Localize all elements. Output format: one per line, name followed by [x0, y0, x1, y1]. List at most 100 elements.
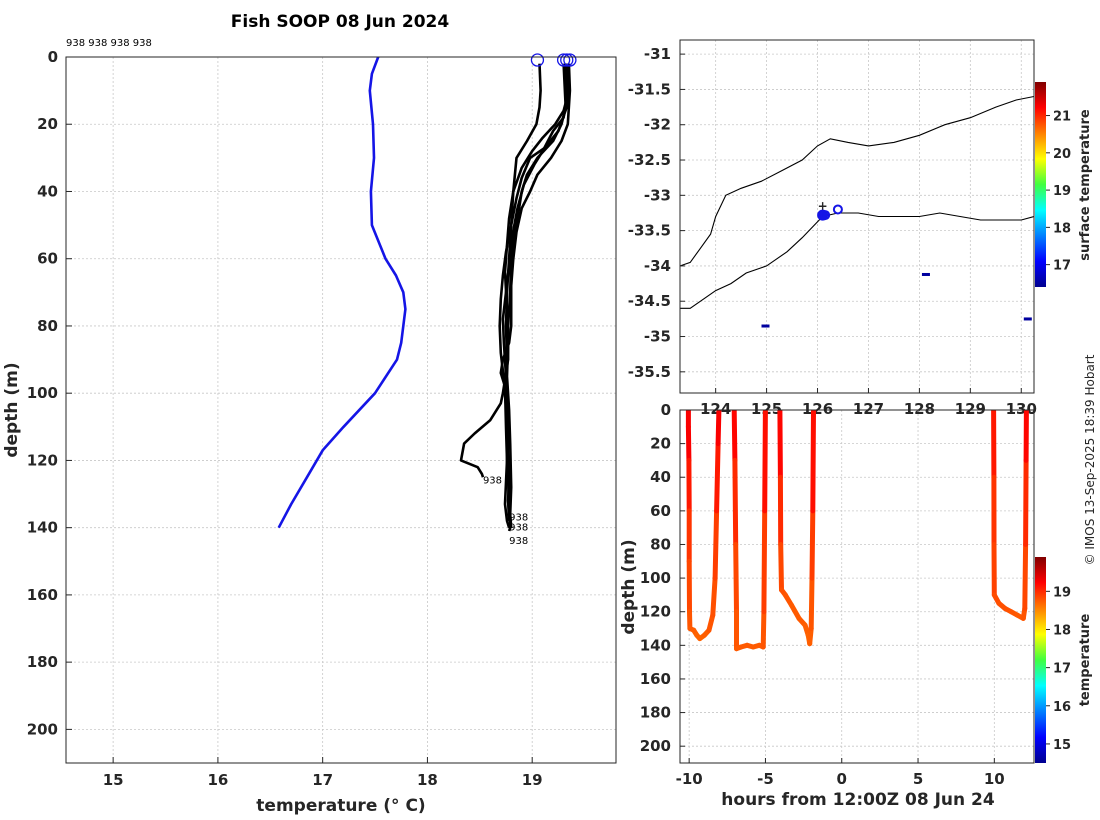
- profile-y-tick-label: 120: [27, 451, 58, 469]
- time-depth-y-tick-label: 100: [640, 569, 671, 587]
- time-depth-y-tick-label: 200: [640, 737, 671, 755]
- map-y-tick-label: -33: [644, 186, 671, 204]
- time-depth-cast-3-segment: [808, 575, 815, 631]
- map-start-marker: [817, 209, 829, 221]
- profile-start-marker: [560, 53, 574, 67]
- time-depth-casts: [685, 410, 1029, 652]
- profile-ticks: 15 16 17 18 19 0 20 40 60 80 100 120 140 160 180 200: [27, 48, 543, 789]
- map-grid: [680, 40, 1034, 393]
- time-depth-cast-3-segment: [810, 410, 816, 514]
- map-y-tick-label: -35: [644, 328, 671, 346]
- time-depth-cast-1-segment: [706, 612, 716, 633]
- time-depth-cast-1-segment: [710, 575, 718, 618]
- map-contour-north: [680, 95, 1034, 267]
- map-y-tick-label: -31: [644, 45, 671, 63]
- time-depth-colorbar: [1035, 557, 1046, 763]
- map-x-tick-label: 128: [904, 400, 935, 418]
- time-depth-colorbar-tick-label: 15: [1053, 738, 1071, 753]
- time-depth-y-tick-label: 0: [661, 401, 671, 419]
- time-depth-cast-4-segment: [1022, 542, 1029, 611]
- time-depth-cast-1-segment: [715, 410, 722, 447]
- profile-x-tick-label: 19: [522, 771, 543, 789]
- map-contour-south: [680, 212, 1034, 309]
- profile-x-tick-label: 17: [312, 771, 333, 789]
- time-depth-cast-2-segment: [731, 410, 738, 463]
- time-depth-cast-3-segment: [807, 626, 814, 647]
- credit-text: © IMOS 13-Sep-2025 18:39 Hobart: [1083, 354, 1097, 565]
- map-x-tick-label: 126: [802, 400, 833, 418]
- time-depth-x-tick-label: 0: [837, 770, 847, 788]
- time-depth-colorbar-tick-label: 16: [1053, 700, 1071, 715]
- profile-series: [277, 56, 572, 532]
- map-colorbar-tick-label: 18: [1053, 221, 1071, 236]
- time-depth-cast-3-segment: [809, 508, 816, 581]
- profile-start-marker: [556, 53, 571, 67]
- map-ship-track-marker: +: [818, 199, 828, 213]
- time-depth-colorbar-tick-label: 17: [1053, 662, 1071, 677]
- profile-frame: [65, 56, 617, 764]
- map-colorbar-tick-label: 17: [1053, 259, 1071, 274]
- time-depth-colorbar-tick-label: 18: [1053, 623, 1071, 638]
- time-depth-x-tick-label: -10: [676, 770, 703, 788]
- time-depth-x-tick-label: 5: [913, 770, 923, 788]
- time-depth-y-tick-label: 180: [640, 704, 671, 722]
- profile-x-label: temperature (° C): [256, 796, 425, 816]
- map-x-tick-label: 127: [853, 400, 884, 418]
- map-x-tick-label: 129: [955, 400, 986, 418]
- time-depth-cast-2-segment: [762, 410, 768, 514]
- profile-y-tick-label: 0: [48, 48, 58, 66]
- time-depth-x-tick-label: -5: [757, 770, 774, 788]
- profile-x-tick-label: 18: [417, 771, 438, 789]
- time-depth-cast-3-segment: [777, 410, 783, 480]
- profile-top-labels: 938 938 938 938: [66, 38, 152, 49]
- time-depth-cast-3-segment: [788, 602, 802, 621]
- map-colorbar-ticks: 17 18 19 20 21: [1046, 110, 1071, 274]
- time-depth-colorbar-label: temperature: [1078, 614, 1093, 707]
- profile-y-tick-label: 160: [27, 586, 58, 604]
- time-depth-cast-4-segment: [1023, 457, 1029, 547]
- time-depth-cast-1-segment: [714, 441, 721, 514]
- profile-series-line-3: [459, 63, 567, 478]
- map-station-marker: [820, 210, 831, 221]
- map-temperature-patch: [761, 324, 770, 328]
- map-y-tick-label: -33.5: [628, 222, 671, 240]
- profile-end-label: 938: [483, 476, 502, 487]
- map-colorbar-label: surface temperature: [1078, 109, 1093, 261]
- map-frame: [679, 39, 1035, 394]
- profile-y-tick-label: 80: [37, 317, 58, 335]
- time-depth-y-tick-label: 80: [650, 535, 671, 553]
- profile-x-tick-label: 15: [103, 771, 124, 789]
- map-x-tick-label: 130: [1006, 400, 1037, 418]
- profile-end-label: 938: [509, 513, 528, 524]
- profile-y-tick-label: 140: [27, 519, 58, 537]
- time-depth-y-tick-label: 60: [650, 502, 671, 520]
- map-temperature-patch: [1023, 317, 1032, 321]
- map-y-tick-label: -34.5: [628, 292, 671, 310]
- time-depth-x-label: hours from 12:00Z 08 Jun 24: [721, 790, 995, 810]
- time-depth-cast-2-segment: [761, 508, 768, 615]
- profile-series-line-7: [503, 63, 571, 528]
- profile-y-tick-label: 100: [27, 384, 58, 402]
- time-depth-y-tick-label: 140: [640, 636, 671, 654]
- profile-y-tick-label: 40: [37, 182, 58, 200]
- profile-series-line-1: [277, 56, 407, 529]
- profile-x-tick-label: 16: [207, 771, 228, 789]
- time-depth-y-tick-label: 40: [650, 468, 671, 486]
- time-depth-cast-2-segment: [732, 457, 739, 547]
- profile-y-tick-label: 20: [37, 115, 58, 133]
- figure-title: Fish SOOP 08 Jun 2024: [231, 12, 450, 32]
- map-y-tick-label: -32.5: [628, 151, 671, 169]
- map-content: +: [680, 95, 1034, 328]
- map-colorbar: [1035, 82, 1046, 287]
- map-colorbar-tick-label: 21: [1053, 110, 1071, 125]
- time-depth-cast-2-segment: [733, 542, 739, 615]
- profile-grid: [66, 56, 616, 763]
- map-x-tick-label: 124: [700, 400, 731, 418]
- map-colorbar-tick-label: 19: [1053, 184, 1071, 199]
- map-y-tick-label: -34: [644, 257, 671, 275]
- profile-end-label: 938: [509, 536, 528, 547]
